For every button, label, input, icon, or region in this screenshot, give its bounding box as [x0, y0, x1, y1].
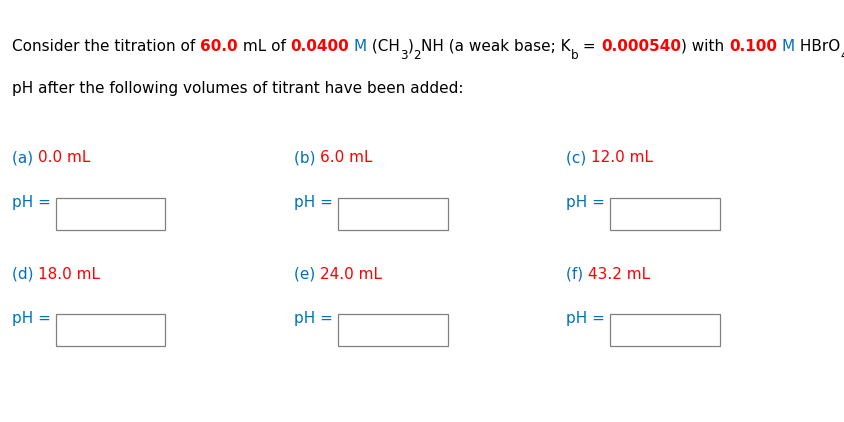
- Text: (f): (f): [565, 267, 587, 281]
- Text: pH after the following volumes of titrant have been added:: pH after the following volumes of titran…: [12, 81, 463, 96]
- Text: (CH: (CH: [366, 39, 399, 54]
- Text: (b): (b): [294, 151, 320, 165]
- Text: 12.0 mL: 12.0 mL: [591, 151, 652, 165]
- Text: 60.0: 60.0: [200, 39, 237, 54]
- Text: 3: 3: [399, 49, 407, 62]
- Text: pH =: pH =: [565, 311, 609, 326]
- Text: 43.2 mL: 43.2 mL: [587, 267, 650, 281]
- Text: HBrO: HBrO: [794, 39, 839, 54]
- Text: pH =: pH =: [294, 195, 338, 210]
- Text: pH =: pH =: [12, 195, 56, 210]
- Text: 18.0 mL: 18.0 mL: [38, 267, 100, 281]
- Text: pH =: pH =: [565, 195, 609, 210]
- Text: b: b: [570, 49, 577, 62]
- Text: (a): (a): [12, 151, 38, 165]
- Text: (e): (e): [294, 267, 320, 281]
- Text: pH =: pH =: [294, 311, 338, 326]
- Text: =: =: [577, 39, 600, 54]
- Text: mL of: mL of: [237, 39, 290, 54]
- Text: 0.0 mL: 0.0 mL: [38, 151, 90, 165]
- Text: 24.0 mL: 24.0 mL: [320, 267, 381, 281]
- Text: M: M: [781, 39, 794, 54]
- Text: 4: 4: [839, 49, 844, 62]
- Text: 6.0 mL: 6.0 mL: [320, 151, 372, 165]
- Text: 0.0400: 0.0400: [290, 39, 349, 54]
- Text: ) with: ) with: [680, 39, 728, 54]
- Text: Consider the titration of: Consider the titration of: [12, 39, 200, 54]
- Text: M: M: [354, 39, 366, 54]
- Text: (d): (d): [12, 267, 38, 281]
- Text: 2: 2: [413, 49, 420, 62]
- Text: pH =: pH =: [12, 311, 56, 326]
- Text: 0.000540: 0.000540: [600, 39, 680, 54]
- Text: ): ): [407, 39, 413, 54]
- Text: NH (a weak base; K: NH (a weak base; K: [420, 39, 570, 54]
- Text: (c): (c): [565, 151, 591, 165]
- Text: 0.100: 0.100: [728, 39, 776, 54]
